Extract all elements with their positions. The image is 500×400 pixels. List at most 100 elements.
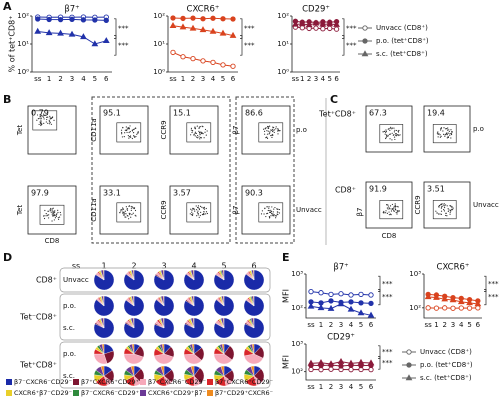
cell-dot: [384, 130, 386, 132]
data-point: [338, 363, 344, 369]
x-tick-label: 3: [339, 383, 343, 391]
cell-dot: [127, 134, 129, 137]
cell-dot: [45, 121, 47, 123]
cell-dot: [436, 212, 438, 214]
data-point: [474, 300, 482, 307]
cell-dot: [276, 208, 278, 210]
cell-dot: [273, 215, 275, 217]
cell-dot: [391, 132, 393, 134]
pie-slice: [163, 317, 165, 329]
cell-dot: [268, 133, 270, 135]
cell-dot: [57, 209, 59, 211]
data-point: [230, 63, 236, 69]
cell-dot: [131, 137, 133, 140]
cell-dot: [394, 203, 396, 205]
data-point: [328, 298, 334, 304]
cell-dot: [42, 215, 45, 217]
cell-dot: [192, 208, 194, 210]
cell-dot: [126, 131, 128, 134]
x-tick-label: 5: [359, 383, 363, 391]
legend-label: β7⁺CXCR6⁺CD29⁻: [215, 378, 273, 386]
cell-dot: [451, 209, 454, 211]
data-point: [80, 17, 87, 23]
cell-dot: [58, 216, 61, 218]
data-point: [220, 16, 226, 22]
flow-plot: [241, 185, 291, 235]
data-point: [169, 21, 177, 28]
panel-label: A: [3, 0, 12, 13]
cell-dot: [437, 132, 439, 134]
cell-dot: [43, 217, 46, 220]
cell-dot: [200, 132, 203, 135]
cell-dot: [198, 127, 200, 129]
cell-dot: [269, 211, 272, 214]
cell-dot: [276, 213, 278, 215]
cell-dot: [120, 210, 122, 212]
x-tick-label: 5: [93, 75, 97, 83]
pie-slice: [183, 353, 202, 365]
cell-dot: [200, 136, 202, 139]
data-point: [102, 37, 110, 44]
pie-slice: [251, 343, 255, 355]
cell-dot: [263, 213, 265, 215]
cell-dot: [275, 217, 277, 219]
cell-dot: [50, 211, 52, 213]
cell-dot: [394, 129, 396, 131]
cell-dot: [440, 210, 443, 212]
legend-label: β7⁻CXCR6⁻CD29⁺: [81, 389, 139, 397]
cell-dot: [447, 136, 449, 138]
data-point: [442, 305, 448, 311]
significance-bracket: [342, 18, 345, 39]
cell-dot: [46, 113, 48, 115]
cell-dot: [40, 124, 42, 127]
cell-dot: [271, 133, 273, 136]
data-point: [333, 26, 340, 32]
cell-dot: [41, 123, 43, 125]
x-tick-label: 5: [221, 75, 225, 83]
cell-dot: [440, 207, 443, 209]
significance: ***: [382, 280, 393, 288]
x-tick-label: 1: [181, 75, 185, 83]
cell-dot: [52, 207, 54, 209]
cell-dot: [130, 209, 132, 211]
cell-dot: [278, 212, 281, 214]
data-point: [347, 305, 355, 312]
x-tick-label: ss: [292, 75, 300, 83]
y-axis-label: Tet: [16, 125, 24, 136]
cell-dot: [447, 132, 449, 134]
cell-dot: [397, 210, 400, 212]
data-point: [92, 17, 98, 23]
cell-dot: [264, 207, 266, 210]
cell-dot: [129, 135, 132, 137]
x-tick-label: 4: [81, 75, 86, 83]
legend-label: β7⁻CXCR6⁻CD29⁻: [14, 378, 72, 386]
cell-dot: [126, 128, 128, 130]
cell-dot: [203, 208, 206, 210]
cell-dot: [42, 116, 45, 118]
cell-dot: [389, 208, 391, 210]
cell-dot: [124, 216, 126, 218]
cell-dot: [126, 208, 129, 210]
cell-dot: [197, 134, 199, 137]
cell-dot: [190, 127, 193, 129]
cell-dot: [394, 204, 396, 206]
cell-dot: [204, 131, 206, 133]
y-axis-label: CCR9: [160, 120, 168, 139]
cell-dot: [50, 123, 53, 125]
x-tick-label: 2: [191, 75, 195, 83]
cell-dot: [44, 114, 46, 117]
pie-slice: [123, 353, 144, 365]
significance-bracket: [378, 356, 381, 370]
cell-dot: [122, 207, 124, 209]
cell-dot: [386, 212, 389, 214]
cell-dot: [45, 213, 47, 215]
cell-dot: [194, 210, 196, 212]
cell-dot: [49, 210, 51, 212]
cell-dot: [448, 130, 450, 133]
cell-dot: [122, 208, 124, 210]
y-tick-label: 10¹: [277, 40, 289, 48]
cell-dot: [450, 210, 452, 212]
cell-dot: [58, 218, 60, 221]
cell-dot: [53, 214, 56, 217]
